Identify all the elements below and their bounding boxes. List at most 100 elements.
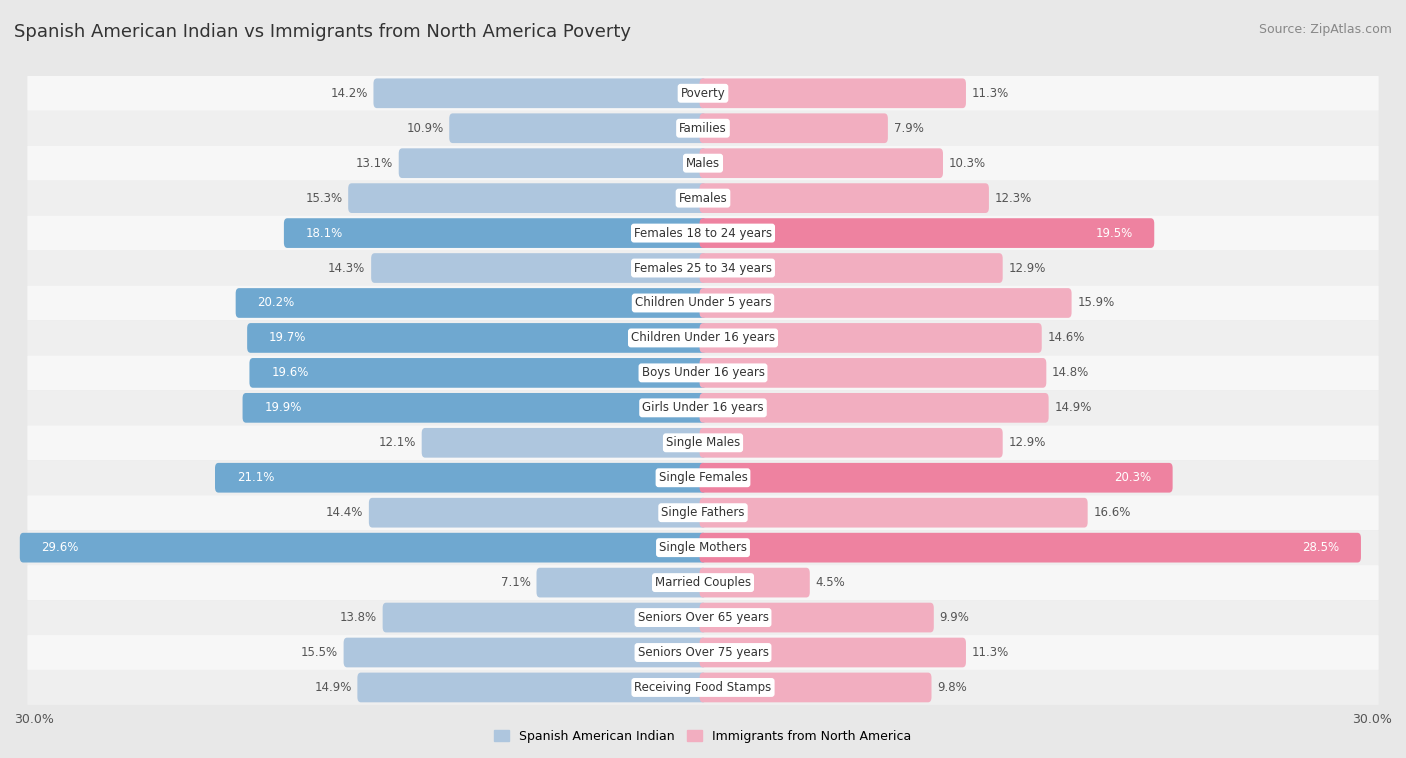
FancyBboxPatch shape xyxy=(27,251,1379,286)
Text: 4.5%: 4.5% xyxy=(815,576,845,589)
FancyBboxPatch shape xyxy=(700,672,932,703)
Text: 13.8%: 13.8% xyxy=(340,611,377,624)
Text: 20.2%: 20.2% xyxy=(257,296,295,309)
FancyBboxPatch shape xyxy=(27,215,1379,251)
FancyBboxPatch shape xyxy=(700,183,988,213)
Text: Boys Under 16 years: Boys Under 16 years xyxy=(641,366,765,380)
FancyBboxPatch shape xyxy=(700,253,1002,283)
Text: 11.3%: 11.3% xyxy=(972,86,1010,100)
FancyBboxPatch shape xyxy=(700,498,1088,528)
Text: 11.3%: 11.3% xyxy=(972,646,1010,659)
Text: 14.8%: 14.8% xyxy=(1052,366,1090,380)
FancyBboxPatch shape xyxy=(700,463,1173,493)
Text: 14.4%: 14.4% xyxy=(326,506,363,519)
Text: 19.5%: 19.5% xyxy=(1095,227,1132,240)
Text: 13.1%: 13.1% xyxy=(356,157,392,170)
Text: Females 18 to 24 years: Females 18 to 24 years xyxy=(634,227,772,240)
Text: Children Under 5 years: Children Under 5 years xyxy=(634,296,772,309)
Text: 20.3%: 20.3% xyxy=(1114,471,1152,484)
Text: Poverty: Poverty xyxy=(681,86,725,100)
FancyBboxPatch shape xyxy=(27,111,1379,146)
Text: 14.2%: 14.2% xyxy=(330,86,368,100)
Text: 10.3%: 10.3% xyxy=(949,157,986,170)
Text: 19.7%: 19.7% xyxy=(269,331,307,344)
FancyBboxPatch shape xyxy=(700,288,1071,318)
Text: Seniors Over 65 years: Seniors Over 65 years xyxy=(637,611,769,624)
Text: 30.0%: 30.0% xyxy=(1353,713,1392,725)
FancyBboxPatch shape xyxy=(27,495,1379,530)
FancyBboxPatch shape xyxy=(700,568,810,597)
FancyBboxPatch shape xyxy=(27,76,1379,111)
Text: 19.9%: 19.9% xyxy=(264,401,302,415)
Text: 19.6%: 19.6% xyxy=(271,366,309,380)
FancyBboxPatch shape xyxy=(357,672,706,703)
FancyBboxPatch shape xyxy=(700,218,1154,248)
FancyBboxPatch shape xyxy=(371,253,706,283)
Text: 12.9%: 12.9% xyxy=(1008,262,1046,274)
Text: 12.1%: 12.1% xyxy=(378,437,416,449)
Text: Single Mothers: Single Mothers xyxy=(659,541,747,554)
FancyBboxPatch shape xyxy=(700,603,934,632)
Text: 15.3%: 15.3% xyxy=(305,192,343,205)
FancyBboxPatch shape xyxy=(27,390,1379,425)
Text: 12.9%: 12.9% xyxy=(1008,437,1046,449)
Text: Seniors Over 75 years: Seniors Over 75 years xyxy=(637,646,769,659)
Text: Females: Females xyxy=(679,192,727,205)
Text: 14.6%: 14.6% xyxy=(1047,331,1085,344)
Text: Source: ZipAtlas.com: Source: ZipAtlas.com xyxy=(1258,23,1392,36)
FancyBboxPatch shape xyxy=(700,428,1002,458)
FancyBboxPatch shape xyxy=(27,321,1379,356)
FancyBboxPatch shape xyxy=(247,323,706,352)
Text: Girls Under 16 years: Girls Under 16 years xyxy=(643,401,763,415)
FancyBboxPatch shape xyxy=(450,114,706,143)
Text: 14.9%: 14.9% xyxy=(315,681,352,694)
FancyBboxPatch shape xyxy=(382,603,706,632)
Text: 29.6%: 29.6% xyxy=(42,541,79,554)
FancyBboxPatch shape xyxy=(27,670,1379,705)
FancyBboxPatch shape xyxy=(700,533,1361,562)
FancyBboxPatch shape xyxy=(537,568,706,597)
FancyBboxPatch shape xyxy=(700,358,1046,388)
FancyBboxPatch shape xyxy=(700,323,1042,352)
Text: Single Fathers: Single Fathers xyxy=(661,506,745,519)
FancyBboxPatch shape xyxy=(343,637,706,667)
FancyBboxPatch shape xyxy=(700,393,1049,423)
FancyBboxPatch shape xyxy=(284,218,706,248)
Text: Receiving Food Stamps: Receiving Food Stamps xyxy=(634,681,772,694)
Text: 15.5%: 15.5% xyxy=(301,646,337,659)
FancyBboxPatch shape xyxy=(27,286,1379,321)
Text: Single Females: Single Females xyxy=(658,471,748,484)
FancyBboxPatch shape xyxy=(27,425,1379,460)
FancyBboxPatch shape xyxy=(422,428,706,458)
Text: 7.9%: 7.9% xyxy=(894,122,924,135)
Text: 18.1%: 18.1% xyxy=(305,227,343,240)
Text: Married Couples: Married Couples xyxy=(655,576,751,589)
Text: Males: Males xyxy=(686,157,720,170)
Text: Families: Families xyxy=(679,122,727,135)
Text: Females 25 to 34 years: Females 25 to 34 years xyxy=(634,262,772,274)
Text: 14.9%: 14.9% xyxy=(1054,401,1091,415)
Text: 28.5%: 28.5% xyxy=(1302,541,1339,554)
FancyBboxPatch shape xyxy=(399,149,706,178)
FancyBboxPatch shape xyxy=(27,180,1379,215)
Text: 16.6%: 16.6% xyxy=(1094,506,1130,519)
FancyBboxPatch shape xyxy=(700,637,966,667)
Text: 12.3%: 12.3% xyxy=(994,192,1032,205)
Text: 14.3%: 14.3% xyxy=(328,262,366,274)
FancyBboxPatch shape xyxy=(27,530,1379,565)
FancyBboxPatch shape xyxy=(700,114,887,143)
FancyBboxPatch shape xyxy=(27,565,1379,600)
FancyBboxPatch shape xyxy=(27,356,1379,390)
FancyBboxPatch shape xyxy=(243,393,706,423)
FancyBboxPatch shape xyxy=(215,463,706,493)
FancyBboxPatch shape xyxy=(700,149,943,178)
Legend: Spanish American Indian, Immigrants from North America: Spanish American Indian, Immigrants from… xyxy=(489,725,917,748)
FancyBboxPatch shape xyxy=(27,635,1379,670)
FancyBboxPatch shape xyxy=(349,183,706,213)
FancyBboxPatch shape xyxy=(368,498,706,528)
Text: Children Under 16 years: Children Under 16 years xyxy=(631,331,775,344)
Text: Spanish American Indian vs Immigrants from North America Poverty: Spanish American Indian vs Immigrants fr… xyxy=(14,23,631,41)
Text: 7.1%: 7.1% xyxy=(501,576,531,589)
FancyBboxPatch shape xyxy=(236,288,706,318)
Text: 30.0%: 30.0% xyxy=(14,713,53,725)
